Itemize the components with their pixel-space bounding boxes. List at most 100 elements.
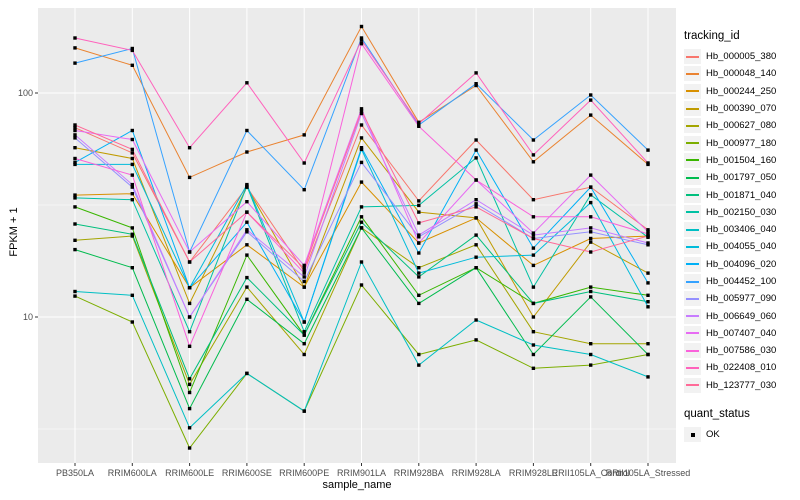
legend-item-label: Hb_002150_030 [706, 206, 777, 218]
legend-line-icon [686, 280, 699, 283]
data-point [130, 147, 134, 152]
data-point [73, 222, 77, 226]
data-point [474, 138, 478, 142]
data-point [589, 240, 593, 244]
quant-status-label: OK [706, 429, 720, 441]
data-point [245, 253, 249, 257]
data-point [589, 352, 593, 357]
data-point [245, 200, 249, 204]
legend-key-swatch [684, 291, 701, 307]
legend-key-swatch [684, 118, 701, 134]
data-point [187, 250, 192, 254]
data-point [187, 301, 192, 306]
data-point [187, 390, 192, 395]
legend-item: Hb_000048_140 [684, 65, 800, 82]
data-point [474, 71, 478, 75]
legend-item: Hb_002150_030 [684, 204, 800, 221]
data-point [646, 375, 650, 379]
legend-key-swatch [684, 360, 701, 376]
data-point [646, 241, 650, 245]
data-point [589, 230, 593, 234]
legend-item-label: Hb_004055_040 [706, 241, 777, 253]
data-point [417, 275, 421, 279]
data-point [302, 279, 306, 284]
data-point [474, 233, 478, 237]
data-point [73, 133, 77, 137]
legend-key-swatch [684, 135, 701, 151]
legend-item: Hb_001797_050 [684, 169, 800, 186]
legend-key-swatch [684, 49, 701, 65]
data-point [302, 409, 306, 413]
data-point [531, 330, 536, 334]
data-point [646, 232, 650, 236]
data-point [531, 233, 536, 237]
legend-item: Hb_001504_160 [684, 152, 800, 169]
legend-key-swatch [684, 152, 701, 168]
data-point [130, 46, 134, 51]
legend-line-icon [686, 211, 699, 214]
data-point [359, 42, 364, 46]
legend-item-label: Hb_001797_050 [706, 172, 777, 184]
data-point [417, 352, 421, 357]
data-point [187, 315, 192, 319]
data-point [73, 196, 77, 200]
data-point [474, 205, 478, 209]
data-point [359, 111, 364, 116]
data-point [531, 253, 536, 257]
legend-item-label: Hb_123777_030 [706, 379, 777, 391]
data-point [589, 98, 593, 102]
x-tick-label: RRIM600SE [222, 468, 272, 478]
data-point [187, 446, 192, 450]
y-axis-title: FPKM + 1 [8, 207, 20, 257]
quant-status-legend-items: OK [684, 426, 800, 443]
legend-item-label: Hb_004096_020 [706, 258, 777, 270]
legend-item: Hb_006649_060 [684, 307, 800, 324]
data-point [130, 137, 134, 142]
legend-item: Hb_000627_080 [684, 117, 800, 134]
data-point [245, 285, 249, 289]
data-point [589, 236, 593, 241]
data-point [589, 363, 593, 367]
legend-key-swatch [684, 66, 701, 82]
data-point [130, 173, 134, 177]
data-point [130, 182, 134, 187]
legend-item: Hb_004055_040 [684, 238, 800, 255]
data-point [417, 301, 421, 306]
data-point [531, 246, 536, 250]
data-point [359, 220, 364, 224]
data-point [130, 198, 134, 202]
data-point [130, 192, 134, 196]
data-point [187, 260, 192, 264]
legend-line-icon [686, 124, 699, 127]
data-point [130, 128, 134, 133]
legend-item-label: Hb_000005_380 [706, 51, 777, 63]
data-point [130, 226, 134, 230]
data-point [531, 153, 536, 157]
data-point [646, 234, 650, 238]
legend-line-icon [686, 366, 699, 369]
data-point [130, 156, 134, 161]
data-point [531, 231, 536, 235]
data-point [589, 200, 593, 205]
data-point [417, 271, 421, 275]
legend-line-icon [686, 55, 699, 58]
data-point [302, 161, 306, 165]
legend-key-swatch [684, 83, 701, 99]
data-point [589, 250, 593, 254]
data-point [417, 121, 421, 126]
legend-item: Hb_001871_040 [684, 186, 800, 203]
data-point [646, 281, 650, 285]
legend-item-label: Hb_007407_040 [706, 327, 777, 339]
data-point [302, 320, 306, 324]
data-point [73, 193, 77, 197]
data-point [130, 63, 134, 67]
data-point [646, 243, 650, 247]
data-point [646, 305, 650, 309]
data-point [187, 175, 192, 180]
data-point [359, 260, 364, 264]
legend-key-swatch [684, 256, 701, 272]
data-point [646, 271, 650, 275]
y-tick-label: 100 [18, 88, 33, 98]
